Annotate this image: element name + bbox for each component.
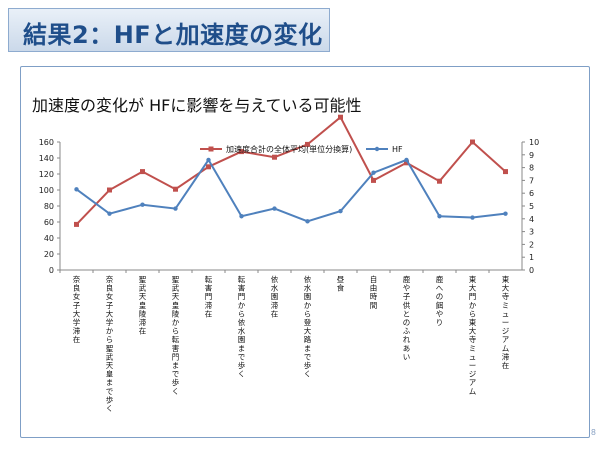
series-1-point (437, 178, 442, 184)
series-line-1 (75, 115, 507, 226)
x-category-label: 東大寺ミュージアム滞在 (502, 274, 510, 370)
left-tick-label: 20 (44, 250, 54, 259)
right-tick-label: 10 (529, 138, 539, 147)
series-2-point (371, 170, 376, 175)
series-2-point (239, 214, 244, 219)
content-panel (20, 66, 590, 438)
left-tick-label: 60 (44, 218, 54, 227)
series-2-point (305, 219, 310, 224)
legend-label-1: 加速度合計の全体平均(単位分換算) (226, 144, 352, 154)
left-tick-label: 40 (44, 234, 54, 243)
left-tick-label: 100 (39, 186, 54, 195)
series-2-point (74, 187, 79, 192)
series-1-point (239, 149, 244, 155)
series-1-point (272, 154, 277, 160)
legend-marker-2 (374, 146, 380, 152)
series-1-point (371, 177, 376, 183)
right-tick-label: 7 (529, 176, 534, 185)
series-2-point (437, 214, 442, 219)
right-tick-label: 5 (529, 202, 534, 211)
x-category-label: 昼食 (337, 275, 345, 293)
series-1-point (74, 221, 79, 227)
series-1-point (206, 164, 211, 170)
x-category-label: 依水園滞在 (271, 274, 279, 318)
x-category-label: 奈良女子大学滞在 (73, 274, 81, 344)
x-category-label: 鹿への餌やり (436, 274, 444, 327)
slide-subtitle: 加速度の変化が HFに影響を与えている可能性 (32, 96, 362, 115)
x-category-label: 聖武天皇陵から転害門まで歩く (172, 275, 180, 396)
series-2-point (338, 208, 343, 214)
x-category-label: 東大門から東大寺ミュージアム (469, 274, 477, 396)
series-line-2 (75, 158, 506, 223)
page-number: 8 (590, 428, 596, 437)
series-2-point (503, 211, 508, 216)
x-category-label: 転害門滞在 (205, 275, 213, 318)
x-category-label: 依水園から登大路まで歩く (304, 274, 312, 379)
series-1-point (305, 141, 310, 147)
series-2-point (470, 215, 475, 220)
series-2-point (107, 211, 112, 216)
series-2-point (206, 157, 211, 163)
right-tick-label: 8 (529, 164, 534, 173)
series-1-point (173, 186, 178, 192)
x-category-label: 転害門から依水園まで歩く (238, 275, 246, 379)
title-banner: 結果2：HFと加速度の変化 (8, 8, 330, 52)
right-tick-label: 0 (529, 266, 534, 275)
slide-title: 結果2：HFと加速度の変化 (23, 21, 323, 49)
series-2-point (173, 206, 178, 211)
series-1-point (107, 187, 112, 193)
series-1-point (404, 160, 409, 166)
x-category-label: 鹿や子供とのふれあい (403, 274, 411, 361)
right-tick-label: 9 (529, 151, 534, 160)
legend-marker-1 (208, 146, 214, 152)
right-tick-label: 2 (529, 240, 534, 249)
series-1-point (140, 169, 145, 175)
x-category-label: 奈良女子大学から聖武天皇まで歩く (106, 274, 114, 413)
series-1-point (470, 139, 475, 145)
left-tick-label: 80 (44, 202, 54, 211)
left-tick-label: 140 (39, 154, 54, 163)
series-1-point (338, 114, 343, 120)
left-tick-label: 160 (39, 138, 54, 147)
right-tick-label: 3 (529, 228, 534, 237)
series-2-point (272, 206, 277, 211)
left-tick-label: 0 (49, 266, 54, 275)
x-category-label: 聖武天皇陵滞在 (139, 275, 147, 336)
left-tick-label: 120 (39, 170, 54, 179)
right-tick-label: 6 (529, 189, 534, 198)
right-tick-label: 4 (529, 215, 534, 224)
right-tick-label: 1 (529, 253, 534, 262)
series-2-point (404, 157, 409, 163)
legend-label-2: HF (392, 145, 403, 154)
series-1-point (503, 169, 508, 175)
x-category-label: 自由時間 (370, 274, 378, 310)
series-2-point (140, 202, 145, 207)
